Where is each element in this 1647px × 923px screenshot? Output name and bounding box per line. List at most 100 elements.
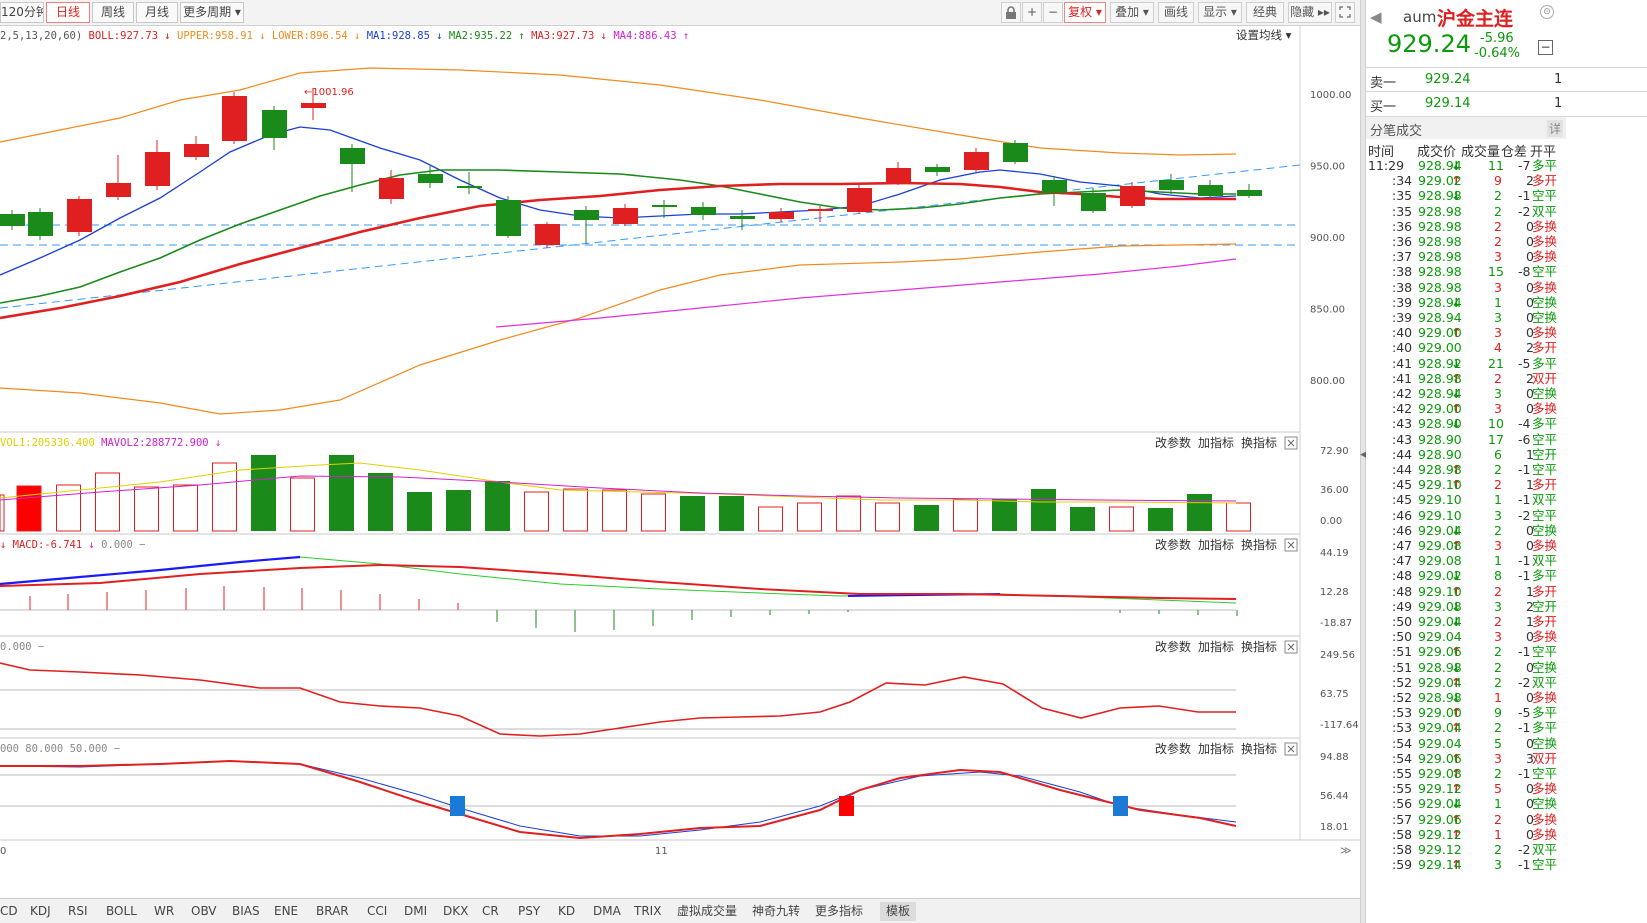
- tick-volume: 2: [1494, 583, 1502, 599]
- indicator-tab-9[interactable]: CCI: [367, 904, 388, 918]
- panel-action-2: 换指标: [1241, 537, 1277, 552]
- tick-oi-diff: -8: [1518, 264, 1531, 280]
- prev-symbol-icon[interactable]: ◀: [1370, 8, 1382, 26]
- col-header-type: 开平: [1530, 145, 1557, 160]
- zoom-in-icon[interactable]: +: [1022, 2, 1042, 23]
- indicator-tab-15[interactable]: DMA: [593, 904, 621, 918]
- candle-body: [847, 188, 872, 212]
- indicator-tab-16[interactable]: TRIX: [634, 904, 662, 918]
- sub-axis-label: 94.88: [1320, 752, 1349, 763]
- tick-oi-diff: 0: [1526, 781, 1534, 797]
- buy1-label: 买一: [1370, 100, 1397, 115]
- tick-time: :36: [1392, 234, 1413, 249]
- fullscreen-icon[interactable]: [1335, 2, 1355, 23]
- indicator-tab-7[interactable]: ENE: [274, 904, 299, 918]
- overlay-dropdown[interactable]: 叠加 ▾: [1110, 2, 1154, 23]
- tick-type: 空换: [1532, 735, 1558, 751]
- price-label: 850.00: [1310, 305, 1345, 316]
- tick-type: 空换: [1532, 522, 1558, 538]
- sell1-price: 929.24: [1425, 72, 1471, 87]
- price-label: 800.00: [1310, 376, 1345, 387]
- indicator-tab-20[interactable]: 模板: [880, 902, 917, 921]
- display-dropdown[interactable]: 显示 ▾: [1198, 2, 1242, 23]
- period-120min-button[interactable]: 120分钟: [0, 2, 44, 23]
- candle-body: [1003, 143, 1028, 162]
- tick-type: 双开: [1532, 370, 1558, 386]
- tick-volume: 2: [1494, 188, 1502, 204]
- tick-row: :54 929.04 5 0 空换: [1366, 736, 1566, 751]
- indicator-tab-17[interactable]: 虚拟成交量: [677, 904, 738, 918]
- period-monthly-button[interactable]: 月线: [136, 2, 178, 23]
- tick-price: 928.98: [1418, 279, 1462, 295]
- tick-oi-diff: 1: [1526, 614, 1534, 629]
- more-periods-button[interactable]: 更多周期 ▾: [180, 2, 244, 23]
- tick-list[interactable]: ↓ 11:29 928.94 11 -7 多平 ↑:34 929.02 9 2 多开 ↓:35 928.…: [1366, 158, 1566, 923]
- indicator-tab-14[interactable]: KD: [558, 904, 576, 918]
- indicator-tab-10[interactable]: DMI: [404, 904, 428, 918]
- panel-action-2: 换指标: [1241, 435, 1277, 450]
- candle-body: [145, 152, 170, 186]
- legend-item: 0.000 −: [0, 641, 44, 653]
- kline-chart[interactable]: 2,5,13,20,60) BOLL:927.73 ↓ UPPER:958.91…: [0, 26, 1360, 898]
- zoom-out-icon[interactable]: −: [1043, 2, 1063, 23]
- tick-time: :34: [1392, 173, 1413, 189]
- draw-line-button[interactable]: 画线: [1158, 2, 1194, 23]
- tick-time: :42: [1392, 386, 1413, 401]
- tick-volume: 2: [1494, 462, 1502, 477]
- indicator-tab-8[interactable]: BRAR: [316, 904, 349, 918]
- tick-price: 929.02: [1418, 173, 1462, 189]
- indicator-tab-12[interactable]: CR: [482, 904, 499, 918]
- tick-volume: 2: [1494, 720, 1502, 736]
- tick-time: :53: [1392, 720, 1413, 736]
- collapse-quote-icon[interactable]: −: [1538, 40, 1553, 55]
- lock-icon[interactable]: [1001, 2, 1021, 23]
- indicator-tab-18[interactable]: 神奇九转: [752, 904, 801, 918]
- panel-splitter[interactable]: ◀: [1360, 0, 1367, 923]
- legend-item: ↑: [518, 30, 531, 42]
- tick-time: :48: [1392, 568, 1413, 584]
- hide-button[interactable]: 隐藏 ▸▸: [1288, 2, 1332, 23]
- period-daily-button[interactable]: 日线: [46, 2, 90, 23]
- up-arrow-icon: ↑: [1451, 370, 1462, 386]
- tick-time: :59: [1392, 857, 1413, 873]
- period-weekly-button[interactable]: 周线: [92, 2, 134, 23]
- indicator-tab-1[interactable]: KDJ: [30, 904, 51, 918]
- close-x: [1287, 541, 1295, 549]
- tick-oi-diff: 1: [1526, 477, 1534, 493]
- tick-time: :52: [1392, 674, 1413, 690]
- tick-row: :58 929.12 2 -2 双平: [1366, 842, 1566, 857]
- indicator-tab-11[interactable]: DKX: [443, 904, 469, 918]
- indicator-tab-5[interactable]: OBV: [191, 904, 217, 918]
- price-label: 1000.00: [1310, 90, 1351, 101]
- info-icon[interactable]: ⊙: [1540, 5, 1554, 19]
- panel-action-2: 换指标: [1241, 741, 1277, 756]
- tick-oi-diff: 2: [1526, 173, 1534, 189]
- tick-row: ↑:47 929.08 3 0 多换: [1366, 538, 1566, 553]
- panel-action-1: 加指标: [1198, 435, 1234, 450]
- tick-time: :44: [1392, 446, 1413, 462]
- ma-settings-button[interactable]: 设置均线 ▾: [1236, 28, 1292, 42]
- panel-action-0: 改参数: [1155, 435, 1191, 450]
- ticks-detail-button[interactable]: 详: [1547, 120, 1564, 137]
- candle-body: [574, 210, 599, 220]
- indicator-tab-6[interactable]: BIAS: [232, 904, 260, 918]
- tick-volume: 2: [1494, 234, 1502, 249]
- up-arrow-icon: ↑: [1451, 811, 1462, 827]
- tick-row: ↓:50 929.04 2 1 多开: [1366, 614, 1566, 629]
- tick-oi-diff: -1: [1518, 568, 1531, 584]
- indicator-tab-3[interactable]: BOLL: [106, 904, 137, 918]
- main-indicator-legend: 2,5,13,20,60) BOLL:927.73 ↓ UPPER:958.91…: [0, 30, 689, 42]
- tick-price: 928.98: [1418, 690, 1462, 705]
- tick-row: ↓:52 928.98 1 0 多换: [1366, 690, 1566, 705]
- restore-rights-dropdown[interactable]: 复权 ▾: [1064, 2, 1106, 23]
- classic-button[interactable]: 经典: [1246, 2, 1284, 23]
- indicator-tab-13[interactable]: PSY: [518, 904, 541, 918]
- tick-oi-diff: 0: [1526, 218, 1534, 234]
- indicator-tab-19[interactable]: 更多指标: [815, 904, 864, 918]
- collapse-arrow-icon[interactable]: ◀: [1360, 450, 1367, 460]
- tick-price: 929.04: [1418, 614, 1462, 629]
- indicator-tab-4[interactable]: WR: [154, 904, 175, 918]
- tick-time: :44: [1392, 462, 1413, 477]
- indicator-tab-2[interactable]: RSI: [68, 904, 88, 918]
- indicator-tab-0[interactable]: CD: [0, 904, 18, 918]
